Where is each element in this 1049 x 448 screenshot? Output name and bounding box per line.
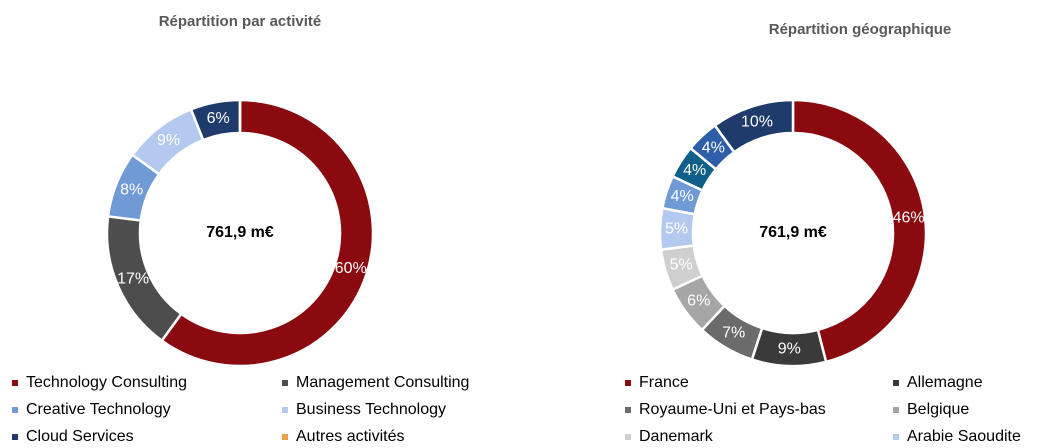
legend-marker — [12, 407, 18, 413]
legend-marker — [12, 380, 18, 386]
legend-marker — [893, 407, 899, 413]
value-label: 17% — [117, 270, 149, 287]
legend-marker — [625, 407, 631, 413]
value-label: 7% — [722, 324, 745, 341]
chart-title: Répartition géographique — [769, 21, 952, 38]
value-label: 46% — [893, 210, 925, 227]
legend-marker — [282, 407, 288, 413]
legend-marker — [893, 380, 899, 386]
value-label: 60% — [335, 260, 367, 277]
legend-label: Management Consulting — [296, 374, 469, 391]
legend-marker — [625, 434, 631, 440]
value-label: 5% — [665, 221, 688, 238]
legend-label: Royaume-Uni et Pays-bas — [639, 401, 826, 418]
value-label: 8% — [120, 181, 143, 198]
center-label: 761,9 m€ — [759, 224, 827, 241]
legend-label: Danemark — [639, 428, 714, 445]
legend-label: Business Technology — [296, 401, 446, 418]
legend-label: France — [639, 374, 689, 391]
center-label: 761,9 m€ — [206, 224, 274, 241]
legend-label: Technology Consulting — [26, 374, 187, 391]
value-label: 6% — [207, 110, 230, 127]
legend-label: Allemagne — [907, 374, 983, 391]
legend-label: Creative Technology — [26, 401, 171, 418]
legend-marker — [625, 380, 631, 386]
legend-marker — [282, 434, 288, 440]
value-label: 10% — [741, 113, 773, 130]
value-label: 9% — [778, 341, 801, 358]
value-label: 4% — [683, 162, 706, 179]
slice — [160, 98, 375, 368]
chart-title: Répartition par activité — [159, 13, 322, 30]
value-label: 4% — [702, 139, 725, 156]
legend-marker — [12, 434, 18, 440]
value-label: 6% — [687, 293, 710, 310]
value-label: 4% — [671, 188, 694, 205]
legend-marker — [282, 380, 288, 386]
legend-marker — [893, 434, 899, 440]
legend-label: Arabie Saoudite — [907, 428, 1021, 445]
value-label: 5% — [670, 257, 693, 274]
slice — [713, 98, 795, 154]
legend-label: Autres activités — [296, 428, 404, 445]
value-label: 9% — [157, 132, 180, 149]
slice — [791, 98, 928, 364]
legend-label: Belgique — [907, 401, 969, 418]
legend-label: Cloud Services — [26, 428, 134, 445]
